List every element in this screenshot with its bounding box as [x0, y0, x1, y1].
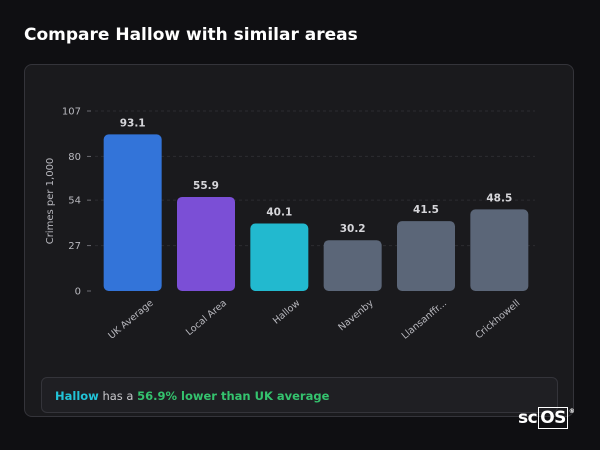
y-tick-label: 27: [68, 241, 81, 252]
y-tick-label: 54: [68, 196, 81, 207]
y-tick-label: 107: [62, 107, 81, 118]
chart-card: 0 27 54 80 107 Crimes per 1,000 93.1 UK Average…: [24, 64, 574, 417]
x-tick-label: Local Area: [184, 298, 229, 338]
x-tick-label: UK Average: [106, 298, 155, 342]
bar-value-label: 93.1: [120, 117, 146, 129]
bar-llansanffr-: [397, 221, 455, 291]
bar-chart: 0 27 54 80 107 Crimes per 1,000 93.1 UK Average…: [45, 107, 535, 342]
bar-value-label: 41.5: [413, 204, 439, 216]
bar-uk-average: [103, 134, 162, 291]
summary-banner: Hallow has a 56.9% lower than UK average: [41, 377, 558, 413]
x-tick-label: Llansanffr...: [400, 298, 449, 342]
summary-text: has a: [98, 389, 138, 403]
logo-boxed: OS: [538, 407, 568, 429]
bar-value-label: 40.1: [266, 207, 292, 219]
y-axis-title: Crimes per 1,000: [45, 158, 56, 245]
y-tick-label: 80: [68, 152, 81, 163]
bar-value-label: 48.5: [486, 192, 512, 204]
x-tick-label: Navenby: [336, 298, 376, 334]
logo-registered-mark: ®: [568, 408, 575, 415]
x-tick-label: Crickhowell: [473, 298, 522, 342]
bar-navenby: [323, 240, 382, 291]
bar-local-area: [177, 196, 235, 291]
bar-value-label: 55.9: [193, 180, 219, 192]
scos-logo: sc OS ®: [518, 407, 575, 429]
page-title: Compare Hallow with similar areas: [24, 25, 358, 45]
logo-prefix: sc: [518, 408, 538, 428]
bar-hallow: [250, 223, 309, 291]
summary-place: Hallow: [55, 389, 99, 403]
x-tick-label: Hallow: [271, 298, 303, 327]
bar-value-label: 30.2: [340, 223, 366, 235]
bar-crickhowell: [470, 209, 529, 291]
summary-stat: 56.9% lower than UK average: [137, 389, 330, 403]
y-tick-label: 0: [75, 287, 81, 298]
